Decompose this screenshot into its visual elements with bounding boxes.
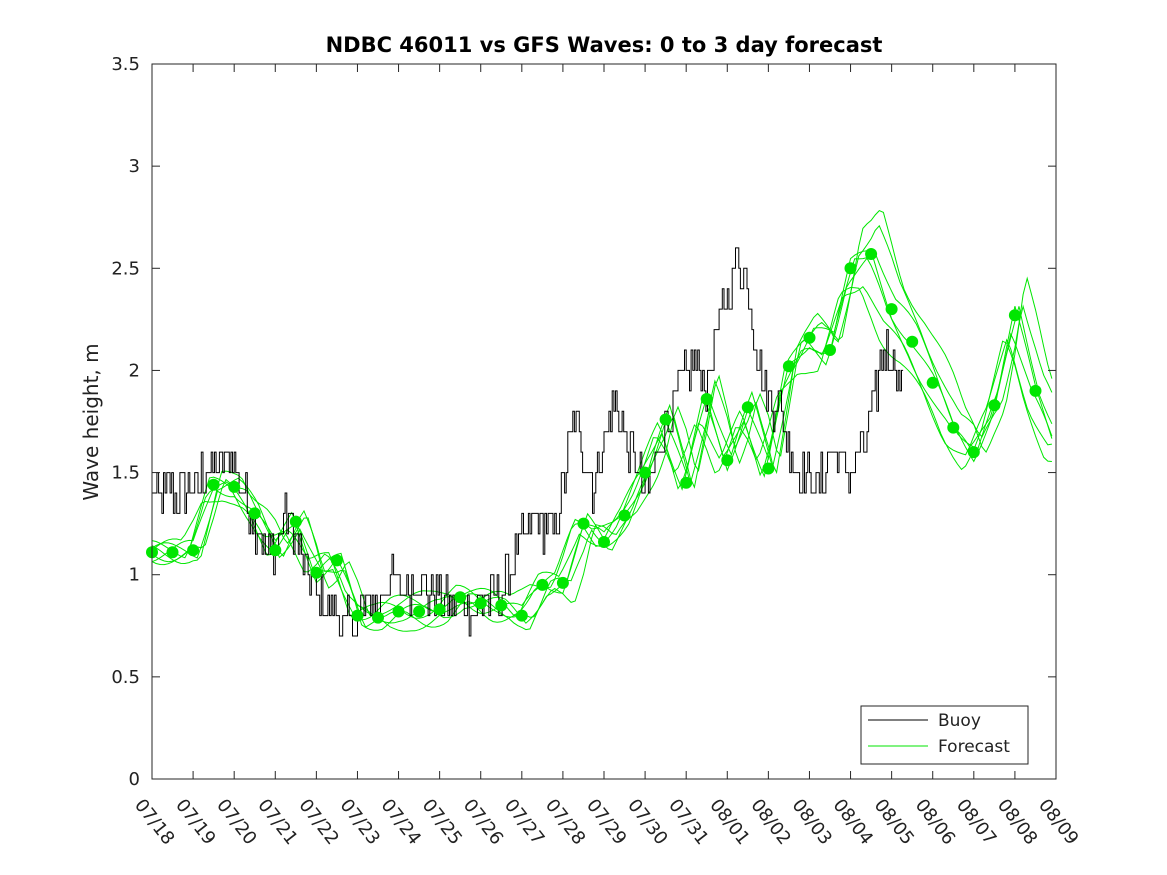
forecast-point (844, 262, 857, 275)
forecast-trace (151, 224, 1053, 631)
forecast-point (454, 591, 467, 604)
forecast-point (372, 611, 384, 624)
forecast-point (741, 401, 754, 414)
forecast-point (166, 546, 179, 559)
forecast-point (988, 399, 1001, 412)
chart-title: NDBC 46011 vs GFS Waves: 0 to 3 day fore… (326, 33, 883, 57)
forecast-point (824, 344, 836, 356)
x-tick-label: 08/05 (870, 795, 918, 849)
forecast-point (392, 605, 405, 618)
forecast-point (762, 462, 775, 475)
x-tick-label: 07/25 (418, 795, 466, 849)
y-tick-label: 1.5 (111, 463, 140, 484)
y-tick-label: 2 (129, 360, 140, 381)
forecast-point (433, 603, 446, 616)
forecast-point (947, 421, 960, 434)
x-tick-label: 07/31 (664, 795, 712, 849)
x-tick-label: 08/09 (1034, 795, 1082, 849)
x-tick-label: 07/23 (336, 795, 384, 849)
legend-forecast-label: Forecast (938, 737, 1010, 757)
forecast-trace (151, 252, 1053, 631)
x-tick-label: 07/29 (582, 795, 630, 849)
y-tick-label: 3 (129, 156, 140, 177)
forecast-point (721, 454, 734, 467)
x-tick-label: 07/19 (171, 795, 219, 849)
forecast-point (659, 413, 672, 426)
legend-buoy-label: Buoy (938, 711, 981, 731)
series-layer (146, 209, 1053, 637)
forecast-point (474, 597, 487, 610)
x-tick-label: 07/28 (541, 795, 589, 849)
x-tick-label: 08/08 (993, 795, 1041, 849)
x-tick-label: 07/24 (377, 795, 425, 849)
forecast-point (618, 509, 631, 522)
y-tick-label: 0.5 (111, 667, 140, 688)
x-tick-label: 08/01 (705, 795, 753, 849)
x-tick-label: 08/04 (829, 795, 877, 849)
forecast-point (1008, 309, 1021, 322)
x-tick-label: 07/18 (130, 795, 178, 849)
forecast-point (782, 360, 795, 373)
x-tick-label: 08/03 (788, 795, 836, 849)
forecast-trace (151, 209, 1053, 632)
x-tick-label: 07/21 (253, 795, 301, 849)
forecast-point (351, 609, 364, 622)
forecast-point (926, 376, 939, 389)
forecast-point (803, 331, 816, 344)
x-tick-label: 07/30 (623, 795, 671, 849)
x-tick-label: 07/27 (500, 795, 548, 849)
forecast-point (289, 515, 302, 528)
forecast-point (1029, 384, 1042, 397)
forecast-point (187, 544, 200, 557)
forecast-point (967, 446, 980, 459)
forecast-point (330, 554, 343, 567)
forecast-point (248, 507, 261, 520)
x-tick-label: 07/26 (459, 795, 507, 849)
forecast-point (536, 578, 549, 591)
x-tick-label: 07/20 (212, 795, 260, 849)
y-axis-label: Wave height, m (79, 343, 103, 500)
plot-frame (151, 63, 1057, 780)
x-tick-label: 08/06 (911, 795, 959, 849)
forecast-point (865, 248, 878, 260)
y-tick-label: 2.5 (111, 258, 140, 279)
forecast-point (885, 303, 898, 316)
forecast-trace (151, 286, 1052, 616)
forecast-point (906, 335, 919, 348)
forecast-point (700, 393, 713, 405)
forecast-point (269, 544, 282, 557)
forecast-point (639, 466, 652, 479)
forecast-point (556, 576, 569, 589)
forecast-point (598, 536, 610, 548)
forecast-point (577, 517, 590, 530)
y-tick-label: 1 (129, 565, 140, 586)
forecast-point (413, 605, 426, 618)
buoy-line (152, 247, 904, 637)
x-tick-label: 08/02 (746, 795, 794, 849)
forecast-point (680, 476, 693, 489)
forecast-point (495, 599, 508, 612)
x-tick-label: 08/07 (952, 795, 1000, 849)
legend: Buoy Forecast (860, 705, 1029, 765)
legend-box (860, 705, 1029, 765)
forecast-point (228, 480, 241, 493)
forecast-trace (151, 250, 1053, 624)
forecast-point (310, 566, 323, 579)
forecast-point (515, 609, 528, 622)
y-tick-label: 3.5 (111, 54, 140, 75)
y-tick-label: 0 (129, 769, 140, 790)
forecast-point (207, 478, 220, 491)
x-tick-label: 07/22 (294, 795, 342, 849)
